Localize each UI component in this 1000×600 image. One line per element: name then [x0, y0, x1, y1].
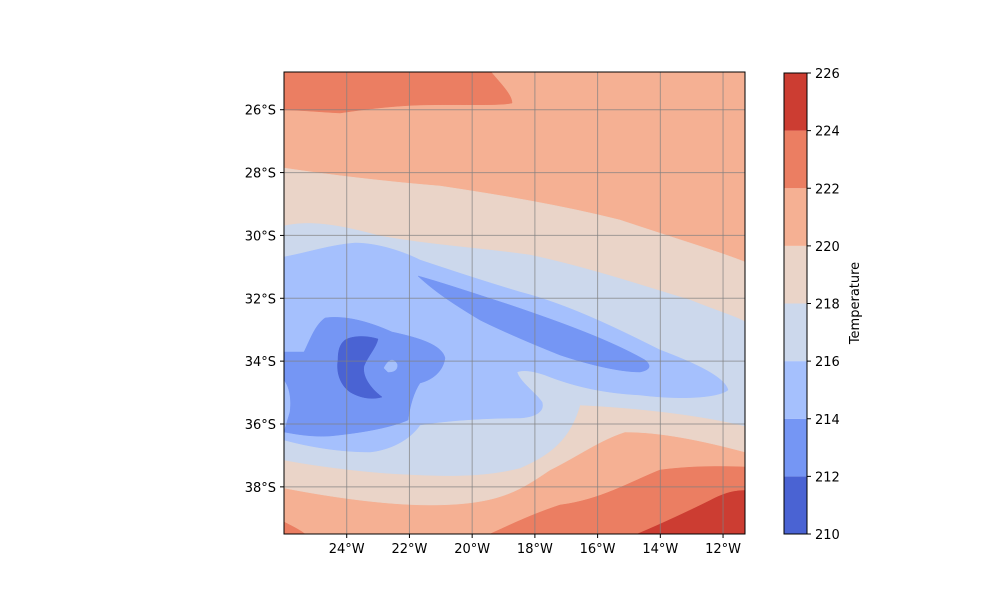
colorbar-tick-label: 220 — [815, 240, 840, 255]
colorbar-swatch — [784, 130, 807, 189]
y-tick-label: 32°S — [245, 292, 276, 307]
contour-band-222-224-southwest — [284, 521, 306, 534]
colorbar: 210 212 214 216 218 220 222 224 226 — [783, 67, 840, 543]
contour-fills — [284, 72, 745, 534]
colorbar-swatch — [784, 303, 807, 362]
colorbar-label: Temperature — [848, 262, 863, 345]
colorbar-tick-label: 212 — [815, 470, 840, 485]
colorbar-tick-label: 214 — [815, 413, 840, 428]
grid-lines — [284, 72, 745, 534]
contour-band-222-224-north — [284, 72, 513, 114]
y-tick-label: 30°S — [245, 229, 276, 244]
plot-frame — [283, 71, 746, 535]
x-tick-label: 20°W — [454, 542, 490, 557]
colorbar-swatch — [784, 361, 807, 419]
x-tick-label: 22°W — [391, 542, 427, 557]
colorbar-tick-label: 210 — [815, 528, 840, 543]
y-tick-label: 26°S — [245, 104, 276, 119]
x-tick-label: 24°W — [329, 542, 365, 557]
contour-band-222-224-south — [489, 466, 745, 534]
y-tick-label: 36°S — [245, 418, 276, 433]
y-axis: 26°S 28°S 30°S 32°S 34°S 36°S 38°S — [245, 104, 284, 496]
colorbar-swatch — [784, 188, 807, 246]
colorbar-tick-label: 218 — [815, 298, 840, 313]
y-tick-label: 28°S — [245, 167, 276, 182]
x-tick-label: 16°W — [580, 542, 616, 557]
colorbar-tick-label: 216 — [815, 355, 840, 370]
x-tick-label: 18°W — [517, 542, 553, 557]
x-axis: 24°W 22°W 20°W 18°W 16°W 14°W 12°W — [329, 534, 741, 557]
colorbar-tick-label: 226 — [815, 67, 840, 82]
colorbar-swatch — [784, 476, 807, 534]
contour-pocket — [383, 359, 398, 373]
contour-band-212-214-lobe — [417, 275, 650, 373]
y-tick-label: 34°S — [245, 355, 276, 370]
x-tick-label: 14°W — [642, 542, 678, 557]
colorbar-tick-label: 224 — [815, 125, 840, 140]
colorbar-swatch — [784, 245, 807, 304]
colorbar-tick-label: 222 — [815, 182, 840, 197]
contour-band-210-212 — [337, 336, 383, 399]
x-tick-label: 12°W — [705, 542, 741, 557]
colorbar-swatch — [784, 418, 807, 477]
colorbar-swatch — [784, 73, 807, 131]
y-tick-label: 38°S — [245, 481, 276, 496]
